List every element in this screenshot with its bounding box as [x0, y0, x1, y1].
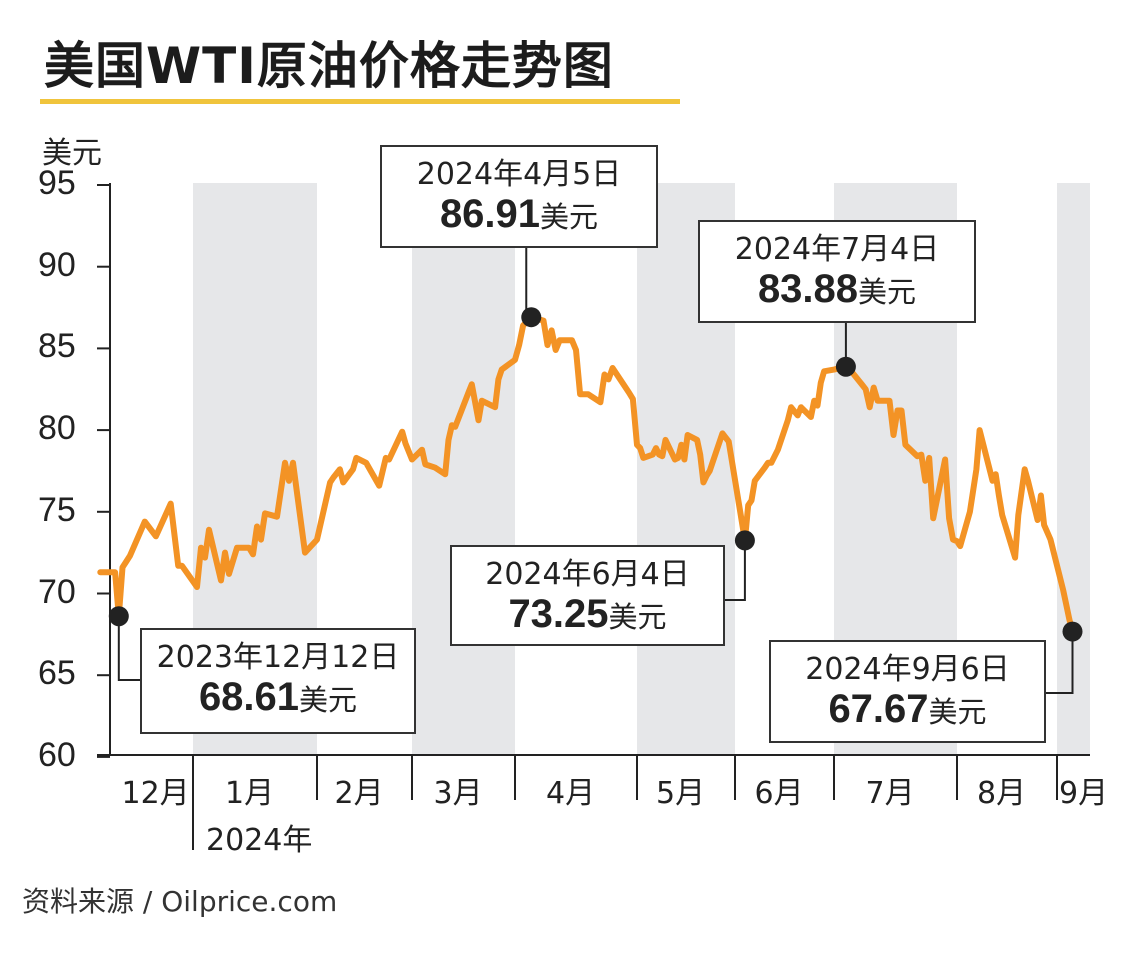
annotation-box-jun4: 2024年6月4日 73.25美元 [450, 545, 725, 646]
x-tick-label: 7月 [865, 776, 915, 811]
x-tick-label: 12月 [121, 776, 190, 811]
x-tick-label: 5月 [656, 776, 706, 811]
annotation-unit: 美元 [928, 695, 987, 729]
annotation-date: 2024年7月4日 [734, 232, 940, 267]
annotation-connector [1046, 631, 1074, 694]
y-axis-unit: 美元 [42, 136, 102, 171]
annotation-value: 67.67 [828, 687, 929, 731]
price-line [97, 314, 1076, 635]
y-tick-label: 95 [38, 164, 76, 202]
x-tick-label: 2月 [334, 776, 384, 811]
annotation-unit: 美元 [299, 683, 358, 717]
x-tick-label: 9月 [1059, 776, 1109, 811]
annotation-unit: 美元 [540, 200, 599, 234]
annotation-unit: 美元 [608, 600, 667, 634]
x-tick-label: 1月 [225, 776, 275, 811]
annotation-value: 68.61 [198, 675, 300, 719]
x-tick-label: 3月 [433, 776, 483, 811]
month-band [412, 183, 515, 755]
y-tick-label: 65 [38, 654, 76, 693]
year-label: 2024年 [206, 823, 313, 858]
annotation-marker [835, 356, 856, 377]
y-tick-label: 75 [38, 490, 76, 529]
y-tick-label: 80 [38, 409, 76, 448]
annotation-value: 86.91 [439, 192, 541, 236]
annotation-marker [1062, 621, 1083, 642]
annotation-box-dec12: 2023年12月12日 68.61美元 [140, 628, 416, 734]
annotation-date: 2023年12月12日 [156, 640, 400, 675]
x-tick-label: 8月 [977, 776, 1027, 811]
y-tick-label: 90 [38, 245, 76, 284]
annotation-connector [117, 616, 140, 681]
annotation-connector [725, 540, 746, 601]
y-tick-label: 85 [38, 327, 76, 366]
annotation-box-sep6: 2024年9月6日 67.67美元 [769, 640, 1046, 743]
title-underline [40, 99, 680, 104]
annotation-marker [521, 307, 542, 328]
annotation-unit: 美元 [858, 275, 917, 309]
source-note: 资料来源 / Oilprice.com [22, 885, 338, 918]
annotation-date: 2024年6月4日 [485, 557, 690, 592]
annotation-value: 83.88 [757, 267, 859, 311]
annotation-marker [734, 530, 755, 551]
annotation-value: 73.25 [508, 592, 609, 636]
annotation-date: 2024年4月5日 [416, 157, 622, 192]
x-tick-label: 6月 [754, 776, 804, 811]
chart-title: 美国WTI原油价格走势图 [44, 37, 614, 95]
annotation-date: 2024年9月6日 [805, 652, 1010, 687]
x-tick-label: 4月 [546, 776, 596, 811]
y-tick-label: 60 [38, 735, 76, 774]
annotation-box-apr5: 2024年4月5日 86.91美元 [380, 145, 658, 248]
annotation-marker [108, 606, 129, 627]
annotation-box-jul4: 2024年7月4日 83.88美元 [698, 220, 976, 323]
y-tick-label: 70 [38, 572, 76, 611]
